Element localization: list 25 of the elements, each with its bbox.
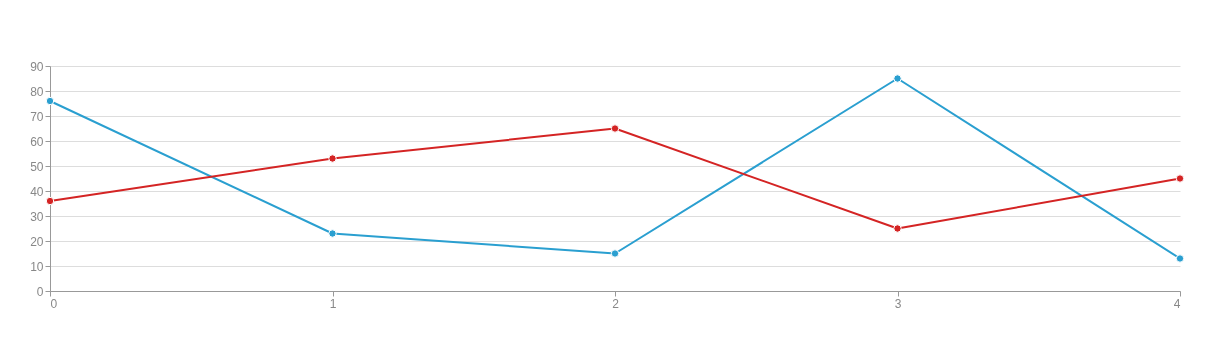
y-tick-label: 50 [30, 159, 44, 174]
point [610, 249, 620, 258]
y-tick-label: 60 [30, 134, 44, 149]
y-tick-label: 70 [30, 109, 44, 124]
x-tick-label: 3 [894, 296, 902, 311]
x-tick-label: 4 [1173, 296, 1181, 311]
x-tick-label: 0 [50, 296, 58, 311]
y-tick-label: 80 [30, 84, 44, 99]
point [45, 96, 55, 106]
y-tick-label: 30 [30, 209, 44, 224]
point [893, 224, 902, 233]
y-tick-label: 90 [30, 59, 44, 74]
y-tick-label: 40 [30, 184, 44, 199]
y-tick-label: 20 [30, 234, 44, 249]
x-tick-label: 2 [612, 296, 620, 311]
point [1175, 254, 1185, 263]
point [328, 154, 337, 163]
point [328, 229, 337, 238]
point [45, 196, 55, 206]
y-tick-label: 10 [30, 259, 44, 274]
point [610, 124, 620, 133]
point [893, 74, 902, 83]
x-tick-label: 1 [329, 296, 337, 311]
point [1175, 174, 1185, 183]
y-tick-label: 0 [36, 284, 44, 299]
